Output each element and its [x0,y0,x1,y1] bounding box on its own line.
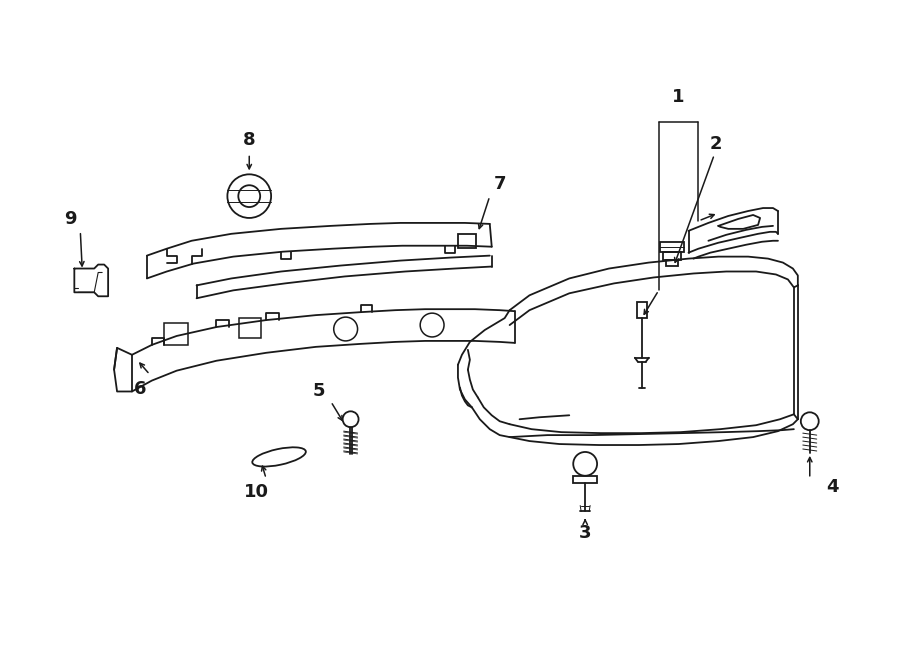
Bar [573,476,597,483]
Text: 5: 5 [312,383,325,401]
Text: 4: 4 [826,478,839,496]
Text: 6: 6 [134,381,146,399]
Text: 8: 8 [243,131,256,149]
Text: 10: 10 [244,483,269,500]
Text: 1: 1 [672,88,685,106]
Bar [458,234,476,248]
Text: 2: 2 [710,135,723,153]
Bar [239,318,261,338]
Text: 7: 7 [493,175,506,193]
Bar [164,323,187,345]
Text: 3: 3 [579,524,591,542]
Text: 9: 9 [64,210,76,228]
